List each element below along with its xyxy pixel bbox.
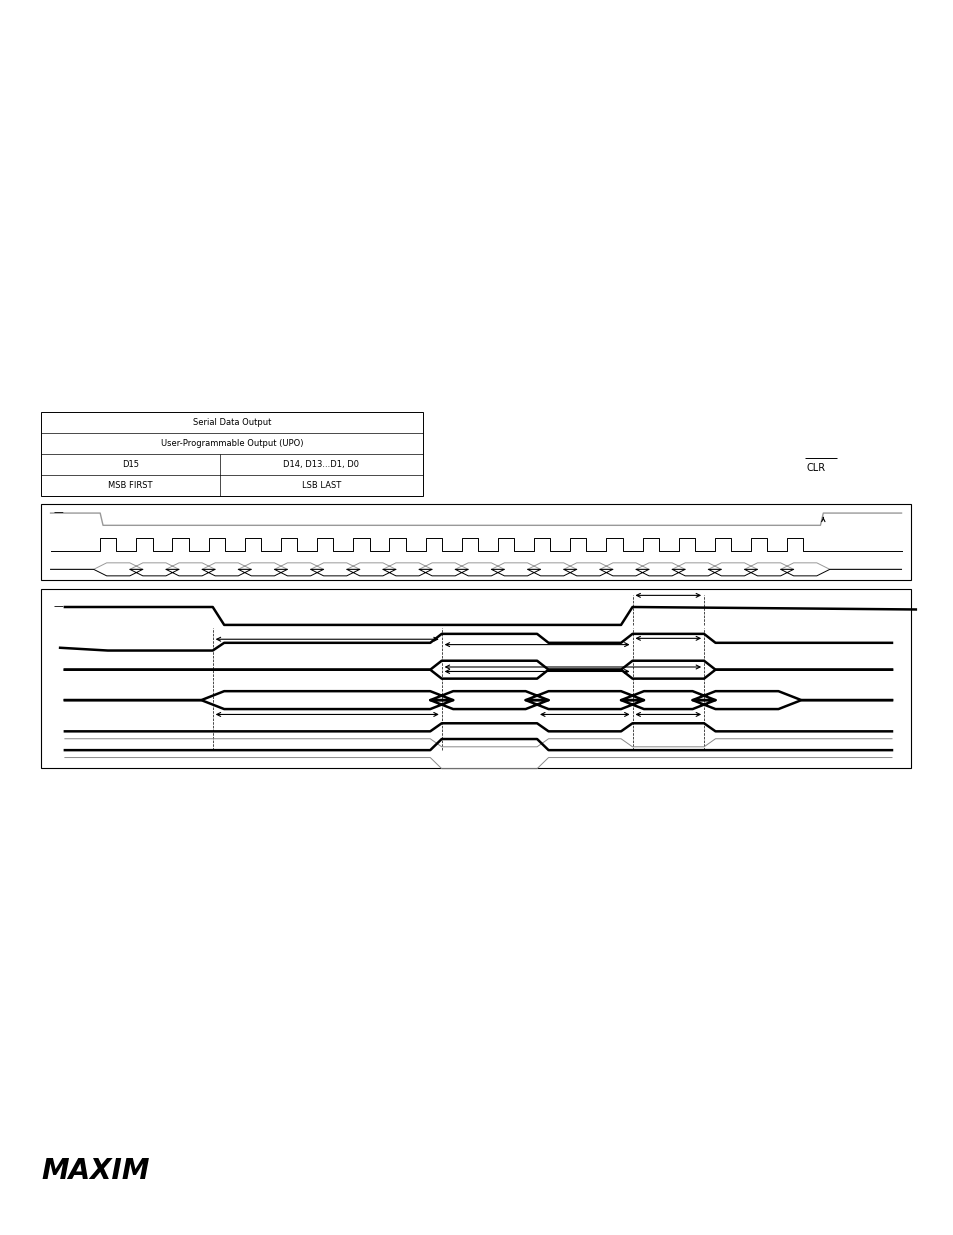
Text: —: — — [53, 506, 63, 516]
Bar — [41, 504, 910, 580]
Text: LSB LAST: LSB LAST — [301, 482, 341, 490]
Text: CLR: CLR — [805, 463, 824, 473]
Text: Serial Data Output: Serial Data Output — [193, 419, 271, 427]
Text: User-Programmable Output (UPO): User-Programmable Output (UPO) — [160, 440, 303, 448]
Text: —: — — [53, 600, 63, 611]
Text: MSB FIRST: MSB FIRST — [109, 482, 152, 490]
Text: MAXIM: MAXIM — [41, 1157, 150, 1184]
Text: D15: D15 — [122, 461, 139, 469]
Text: D14, D13...D1, D0: D14, D13...D1, D0 — [283, 461, 359, 469]
Bar — [41, 412, 422, 496]
Bar — [41, 589, 910, 768]
